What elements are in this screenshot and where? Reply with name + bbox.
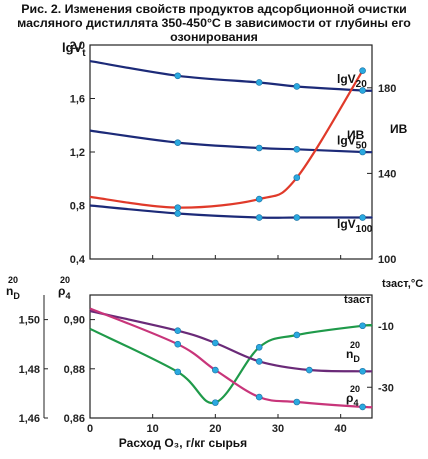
data-point	[174, 210, 182, 217]
series-label-lgV20: lgV20	[337, 72, 367, 90]
series-line-top-1	[89, 129, 373, 154]
series-label-lgV50: lgV50	[337, 134, 367, 152]
series-line-bottom-2	[89, 307, 373, 409]
caption-line-1: Рис. 2. Изменения свойств продуктов адсо…	[21, 2, 407, 16]
rho-tick-label: 0,86	[64, 413, 85, 425]
data-point	[255, 343, 263, 351]
top-plot-frame	[89, 44, 373, 260]
top-y2-axis-label: ИВ	[390, 122, 408, 136]
series-line-top-2	[89, 204, 373, 219]
t-axis-label: tзаст,°С	[382, 278, 423, 290]
top-y-tick-label: 1,6	[70, 94, 85, 106]
data-point	[359, 367, 366, 375]
data-point	[293, 83, 301, 90]
top-y-tick-label: 0,4	[70, 254, 86, 266]
data-point	[293, 174, 301, 181]
caption-line-3: озонирования	[170, 30, 258, 44]
data-point	[212, 339, 219, 347]
data-point	[174, 72, 182, 80]
data-point	[174, 139, 182, 146]
series-label-lgV100: lgV100	[337, 217, 373, 235]
data-point	[174, 204, 182, 211]
rho-tick-label: 0,88	[64, 364, 85, 376]
caption-line-2: масляного дистиллята 350-450°С в зависим…	[17, 16, 411, 30]
top-y-tick-label: 2,0	[70, 40, 85, 52]
data-point	[359, 67, 366, 74]
bottom-plot-frame	[89, 294, 373, 419]
series-label-rho420: 20 ρ4	[346, 384, 360, 408]
top-y2-tick-label: 100	[378, 254, 396, 266]
data-point	[359, 403, 366, 411]
data-point	[255, 79, 263, 86]
data-point	[212, 366, 219, 374]
x-tick-label: 0	[87, 423, 93, 435]
data-point	[359, 214, 366, 221]
nd-tick-label: 1,50	[19, 315, 40, 327]
data-point	[212, 399, 219, 406]
rho-axis-label: 20 ρ4	[58, 275, 70, 301]
t-tick-label: -30	[378, 382, 394, 394]
data-point	[359, 148, 366, 156]
series-line-top-3	[89, 70, 364, 209]
rho-tick-label: 0,90	[64, 315, 85, 327]
x-tick-label: 40	[335, 423, 347, 435]
data-point	[293, 214, 301, 221]
x-axis-label: Расход О₃, г/кг сырья	[119, 436, 247, 450]
series-line-top-0	[89, 60, 373, 92]
data-point	[255, 195, 263, 203]
data-point	[293, 331, 301, 339]
data-point	[255, 358, 263, 365]
data-point	[359, 87, 366, 94]
data-point	[174, 368, 182, 376]
data-point	[255, 393, 263, 401]
top-y2-tick-label: 180	[378, 83, 396, 95]
t-tick-label: -10	[378, 321, 394, 333]
nd-tick-label: 1,46	[19, 413, 40, 425]
data-point	[359, 322, 366, 330]
series-label-ИВ: ИВ	[347, 128, 365, 142]
series-line-bottom-1	[89, 309, 373, 373]
data-point	[293, 398, 301, 406]
data-point	[255, 214, 263, 221]
data-point	[306, 366, 313, 374]
x-tick-label: 30	[272, 423, 284, 435]
series-line-bottom-0	[89, 323, 373, 405]
data-point	[293, 146, 301, 153]
top-y-tick-label: 1,2	[70, 147, 85, 159]
top-y2-tick-label: 140	[378, 168, 396, 180]
nd-axis-label: 20 nD	[6, 275, 20, 301]
data-point	[255, 144, 263, 152]
data-point	[174, 340, 182, 348]
x-tick-label: 10	[147, 423, 159, 435]
nd-tick-label: 1,48	[19, 364, 40, 376]
top-y-axis-label: lgVt	[62, 40, 86, 59]
top-y-tick-label: 0,8	[70, 201, 85, 213]
x-tick-label: 20	[209, 423, 221, 435]
data-point	[174, 327, 182, 334]
series-label-nd20: 20 nD	[346, 340, 360, 364]
series-label-tzast: tзаст	[344, 294, 371, 306]
